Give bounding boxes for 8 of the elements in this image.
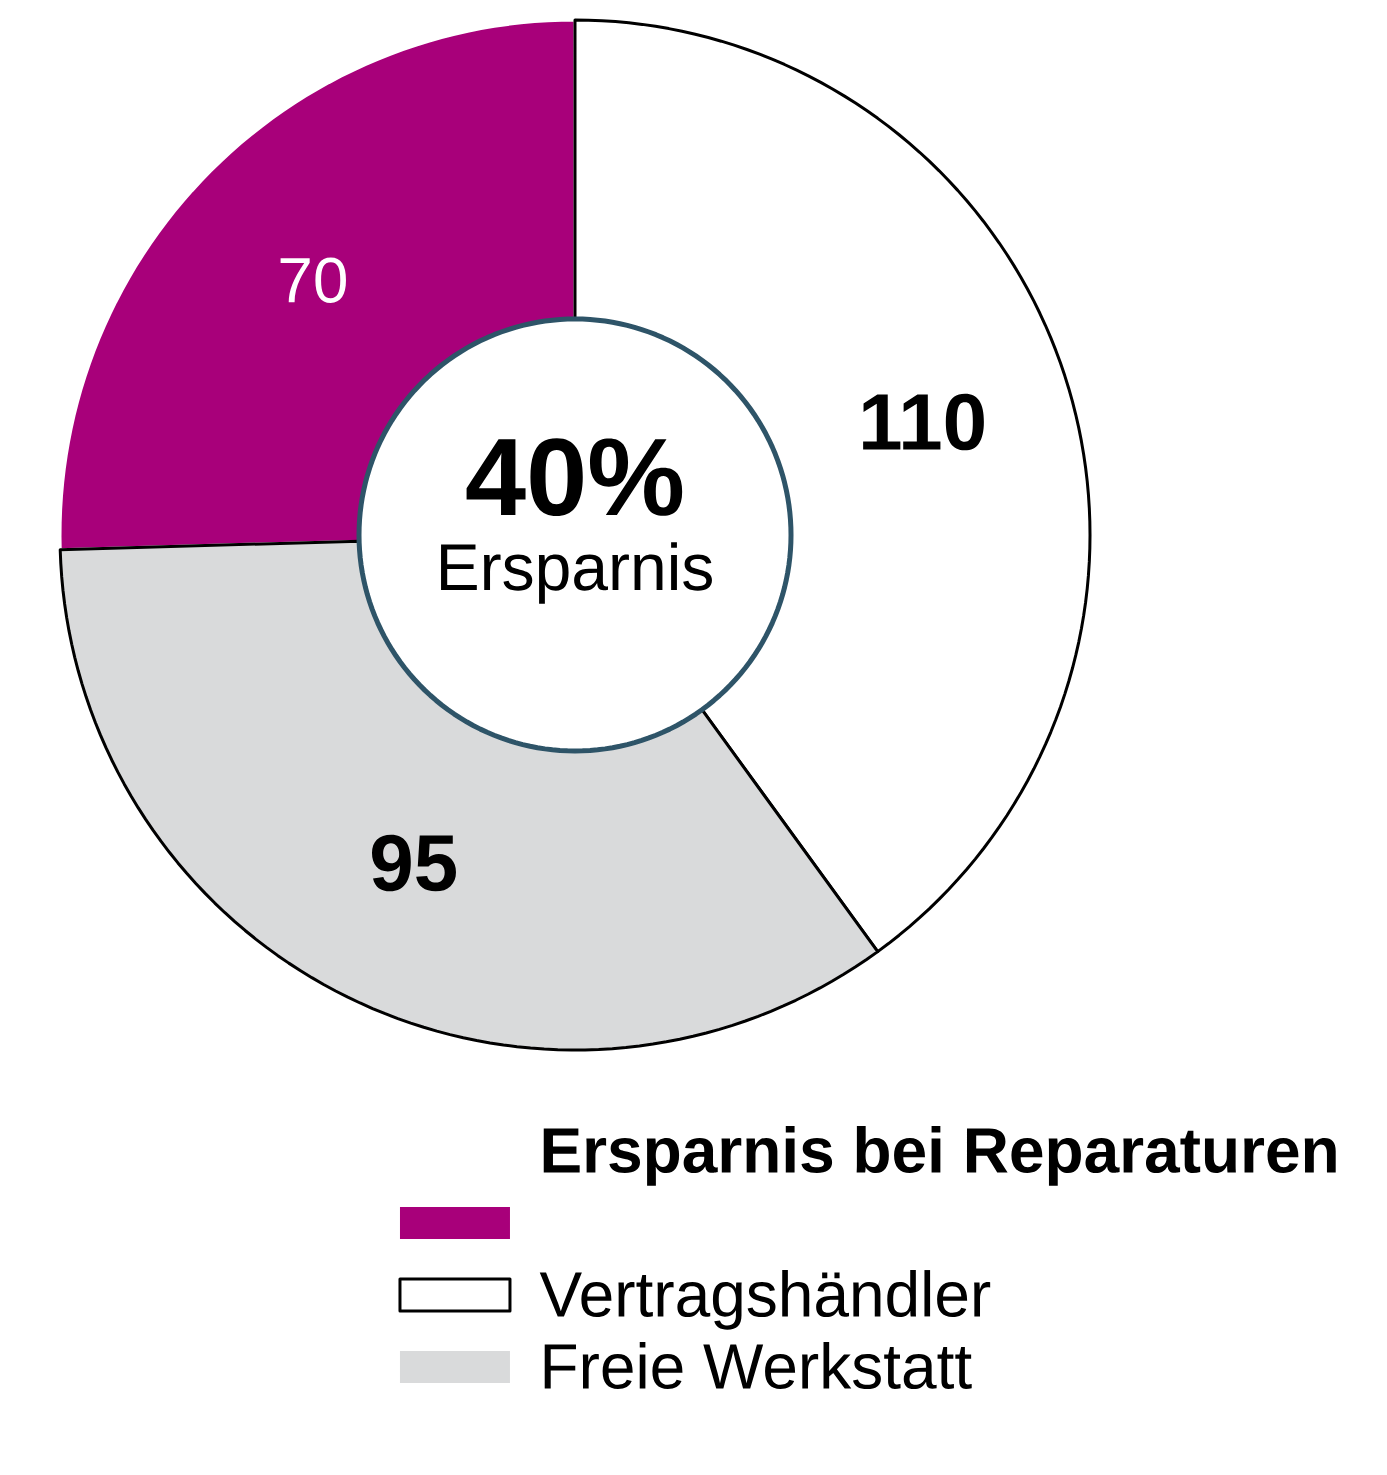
text: 40% — [466, 438, 683, 517]
data-label: 110 — [863, 393, 984, 451]
data-label: 95 — [372, 834, 456, 892]
legend-label: Freie Werkstatt — [544, 1342, 972, 1390]
legend-title: Ersparnis bei Reparaturen — [543, 1126, 1336, 1186]
legend-label: Vertragshändler — [539, 1270, 991, 1330]
data-label: 70 — [280, 257, 346, 303]
text: Ersparnis — [441, 542, 712, 604]
